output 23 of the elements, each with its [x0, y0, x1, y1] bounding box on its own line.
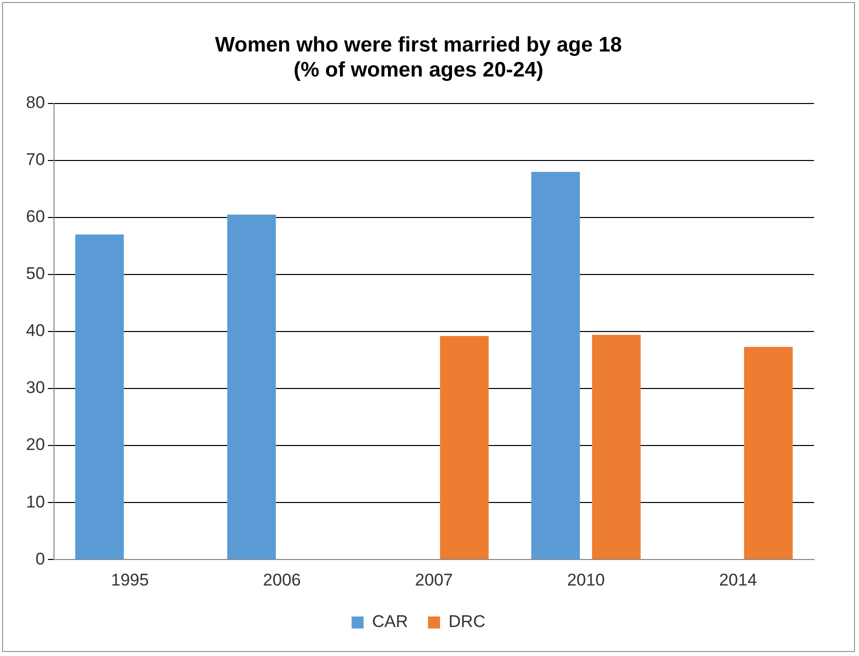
bar	[227, 214, 276, 560]
bar	[744, 346, 793, 560]
x-tick-label: 1995	[111, 570, 149, 590]
x-tick-label: 2007	[415, 570, 453, 590]
y-tick-label: 10	[26, 492, 45, 512]
y-tick-label: 70	[26, 150, 45, 170]
y-tick-label: 30	[26, 378, 45, 398]
x-tick-label: 2010	[567, 570, 605, 590]
bar	[531, 172, 580, 560]
y-tick-label: 40	[26, 321, 45, 340]
bar	[440, 336, 489, 560]
y-tick-label: 0	[35, 549, 45, 568]
x-tick-label: 2014	[719, 570, 757, 590]
legend-label: DRC	[448, 612, 486, 632]
y-tick-label: 50	[26, 264, 45, 284]
chart-title: Women who were first married by age 18 (% of women ages 20-24)	[215, 33, 622, 82]
y-tick-label: 20	[26, 435, 45, 454]
y-tick-label: 60	[26, 207, 45, 226]
bar	[592, 334, 641, 560]
y-tick-label: 80	[26, 93, 45, 112]
x-tick-label: 2006	[263, 570, 301, 590]
legend-label: CAR	[372, 612, 408, 632]
bar	[75, 234, 124, 560]
